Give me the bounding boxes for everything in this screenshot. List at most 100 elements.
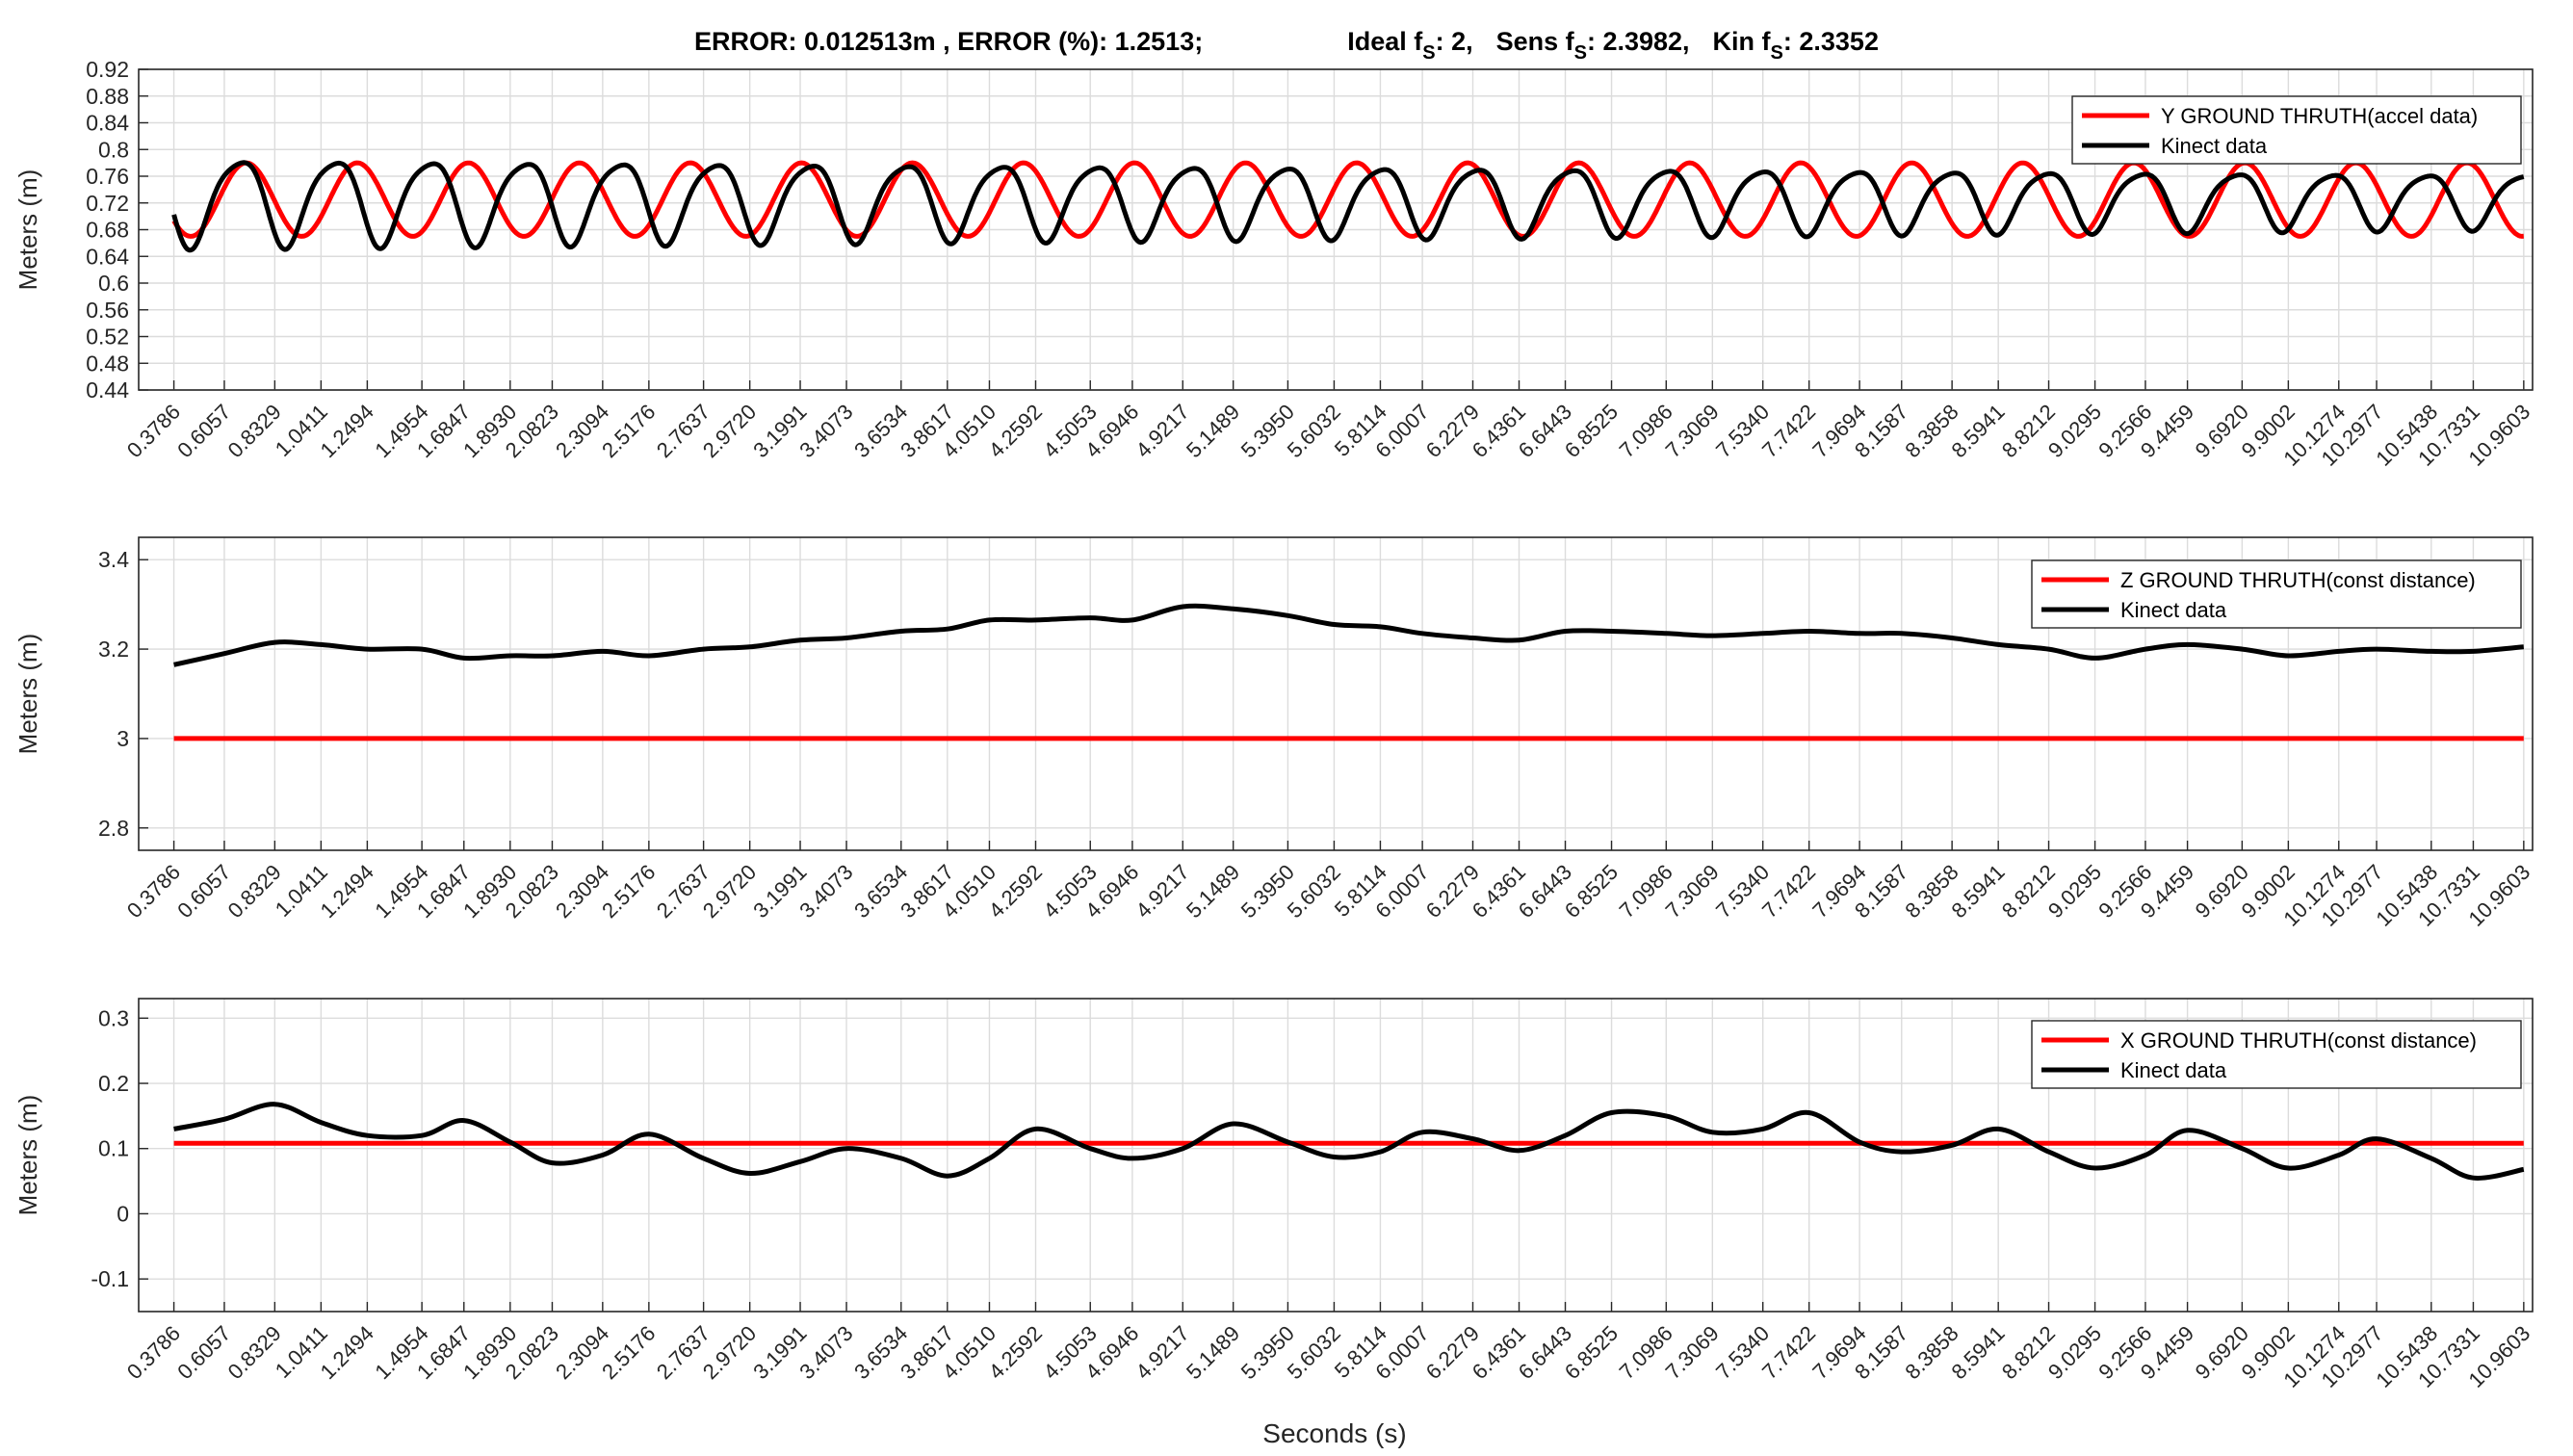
y-tick-label: 0.88 — [86, 84, 129, 109]
x-tick-label: 2.5176 — [597, 860, 660, 923]
axes-box — [138, 536, 2534, 851]
title-ideal-prefix: Ideal f — [1347, 27, 1423, 56]
x-tick-label: 7.3069 — [1661, 860, 1724, 923]
x-tick-label: 0.8329 — [223, 860, 286, 923]
kinect-line — [173, 1102, 2525, 1181]
x-tick-label: 5.6032 — [1283, 400, 1345, 462]
kinect-line — [173, 603, 2525, 667]
x-tick-label: 3.4073 — [794, 860, 857, 923]
axes-box — [138, 998, 2534, 1313]
legend: Y GROUND THRUTH(accel data) Kinect data — [2071, 95, 2522, 165]
legend-entry: Kinect data — [2120, 598, 2227, 622]
axes-box — [138, 68, 2534, 391]
y-tick-label: 0.3 — [98, 1005, 129, 1030]
x-tick-label: 2.5176 — [597, 1321, 660, 1384]
x-tick-label: 1.2494 — [316, 860, 378, 923]
x-tick-label: 0.6057 — [172, 860, 235, 923]
x-tick-label: 0.8329 — [223, 400, 286, 462]
x-tick-label: 4.9217 — [1131, 1321, 1194, 1384]
figure-title: ERROR: 0.012513m , ERROR (%): 1.2513; Ide… — [694, 27, 1879, 64]
y-tick-label: 0.52 — [86, 325, 129, 350]
x-tick-label: 9.0295 — [2043, 400, 2106, 462]
legend-box — [2031, 559, 2522, 629]
y-tick-label: 3.4 — [98, 547, 129, 572]
kinect-line — [171, 160, 2525, 253]
panel-3: 0.37860.60570.83291.04111.24941.49541.68… — [13, 998, 2534, 1392]
x-tick-label: 4.9217 — [1131, 860, 1194, 923]
x-tick-label: 5.1489 — [1182, 860, 1244, 923]
x-tick-label: 0.3786 — [122, 860, 185, 923]
y-tick-label: 0.6 — [98, 271, 129, 296]
y-tick-label: 0.8 — [98, 137, 129, 162]
x-tick-label: 6.8525 — [1560, 860, 1623, 923]
title-sens-sub: S — [1574, 42, 1587, 64]
x-tick-label: 0.3786 — [122, 1321, 185, 1384]
x-tick-label: 3.4073 — [794, 400, 857, 462]
x-axis-label: Seconds (s) — [1262, 1418, 1406, 1448]
x-tick-label: 9.0295 — [2043, 1321, 2106, 1384]
y-tick-label: 0.84 — [86, 111, 129, 136]
legend-box — [2071, 95, 2522, 165]
legend-entry: X GROUND THRUTH(const distance) — [2120, 1028, 2477, 1053]
x-tick-label: 7.7422 — [1757, 1321, 1820, 1384]
title-ideal-sub: S — [1422, 42, 1435, 64]
x-tick-label: 8.5941 — [1946, 1321, 2009, 1384]
x-tick-label: 4.2592 — [984, 860, 1047, 923]
title-ideal-value: : 2, — [1436, 27, 1473, 56]
y-tick-label: 0.92 — [86, 57, 129, 82]
y-axis-label: Meters (m) — [13, 1095, 42, 1216]
y-tick-label: 0.68 — [86, 218, 129, 243]
legend: Z GROUND THRUTH(const distance) Kinect da… — [2031, 559, 2522, 629]
y-tick-label: 2.8 — [98, 816, 129, 841]
title-kin-value: : 2.3352 — [1783, 27, 1879, 56]
legend: X GROUND THRUTH(const distance) Kinect da… — [2031, 1020, 2522, 1089]
x-tick-label: 4.2592 — [984, 1321, 1047, 1384]
y-tick-label: 0.44 — [86, 377, 129, 403]
panel-1: 0.37860.60570.83291.04111.24941.49541.68… — [13, 57, 2534, 471]
x-tick-label: 0.6057 — [172, 1321, 235, 1384]
title-kin-sub: S — [1771, 42, 1783, 64]
y-tick-label: 0.1 — [98, 1136, 129, 1161]
y-axis-label: Meters (m) — [13, 169, 42, 291]
x-tick-label: 4.9217 — [1131, 400, 1194, 462]
y-tick-label: 0.72 — [86, 191, 129, 216]
x-tick-label: 4.2592 — [984, 400, 1047, 462]
legend-entry: Y GROUND THRUTH(accel data) — [2161, 104, 2478, 128]
y-tick-label: 3.2 — [98, 637, 129, 662]
x-tick-label: 8.5941 — [1946, 400, 2009, 462]
y-axis-label: Meters (m) — [13, 634, 42, 755]
x-tick-label: 6.8525 — [1560, 1321, 1623, 1384]
y-tick-label: 0.64 — [86, 244, 129, 269]
y-tick-label: 0.56 — [86, 298, 129, 323]
x-tick-label: 5.6032 — [1283, 860, 1345, 923]
x-tick-label: 8.5941 — [1946, 860, 2009, 923]
x-tick-label: 2.9720 — [698, 1321, 761, 1384]
legend-box — [2031, 1020, 2522, 1089]
x-tick-label: 2.9720 — [698, 400, 761, 462]
x-tick-label: 0.8329 — [223, 1321, 286, 1384]
y-tick-label: 0.48 — [86, 351, 129, 376]
x-tick-label: 2.9720 — [698, 860, 761, 923]
panel-2: 0.37860.60570.83291.04111.24941.49541.68… — [13, 536, 2534, 931]
y-tick-label: 0.2 — [98, 1071, 129, 1096]
title-sens-value: : 2.3982, — [1587, 27, 1690, 56]
x-tick-label: 9.0295 — [2043, 860, 2106, 923]
legend-entry: Kinect data — [2161, 134, 2268, 158]
x-tick-label: 7.7422 — [1757, 400, 1820, 462]
x-tick-label: 1.2494 — [316, 1321, 378, 1384]
x-tick-label: 5.1489 — [1182, 1321, 1244, 1384]
x-tick-label: 5.1489 — [1182, 400, 1244, 462]
legend-entry: Kinect data — [2120, 1058, 2227, 1082]
x-tick-label: 2.5176 — [597, 400, 660, 462]
y-tick-label: 0 — [117, 1201, 129, 1226]
x-tick-label: 7.3069 — [1661, 1321, 1724, 1384]
title-error: ERROR: 0.012513m , ERROR (%): 1.2513; — [694, 27, 1203, 56]
x-tick-label: 6.8525 — [1560, 400, 1623, 462]
title-sens-prefix: Sens f — [1496, 27, 1575, 56]
x-tick-label: 1.2494 — [316, 400, 378, 462]
x-tick-label: 7.7422 — [1757, 860, 1820, 923]
x-tick-label: 0.6057 — [172, 400, 235, 462]
x-tick-label: 0.3786 — [122, 400, 185, 462]
x-tick-label: 5.6032 — [1283, 1321, 1345, 1384]
